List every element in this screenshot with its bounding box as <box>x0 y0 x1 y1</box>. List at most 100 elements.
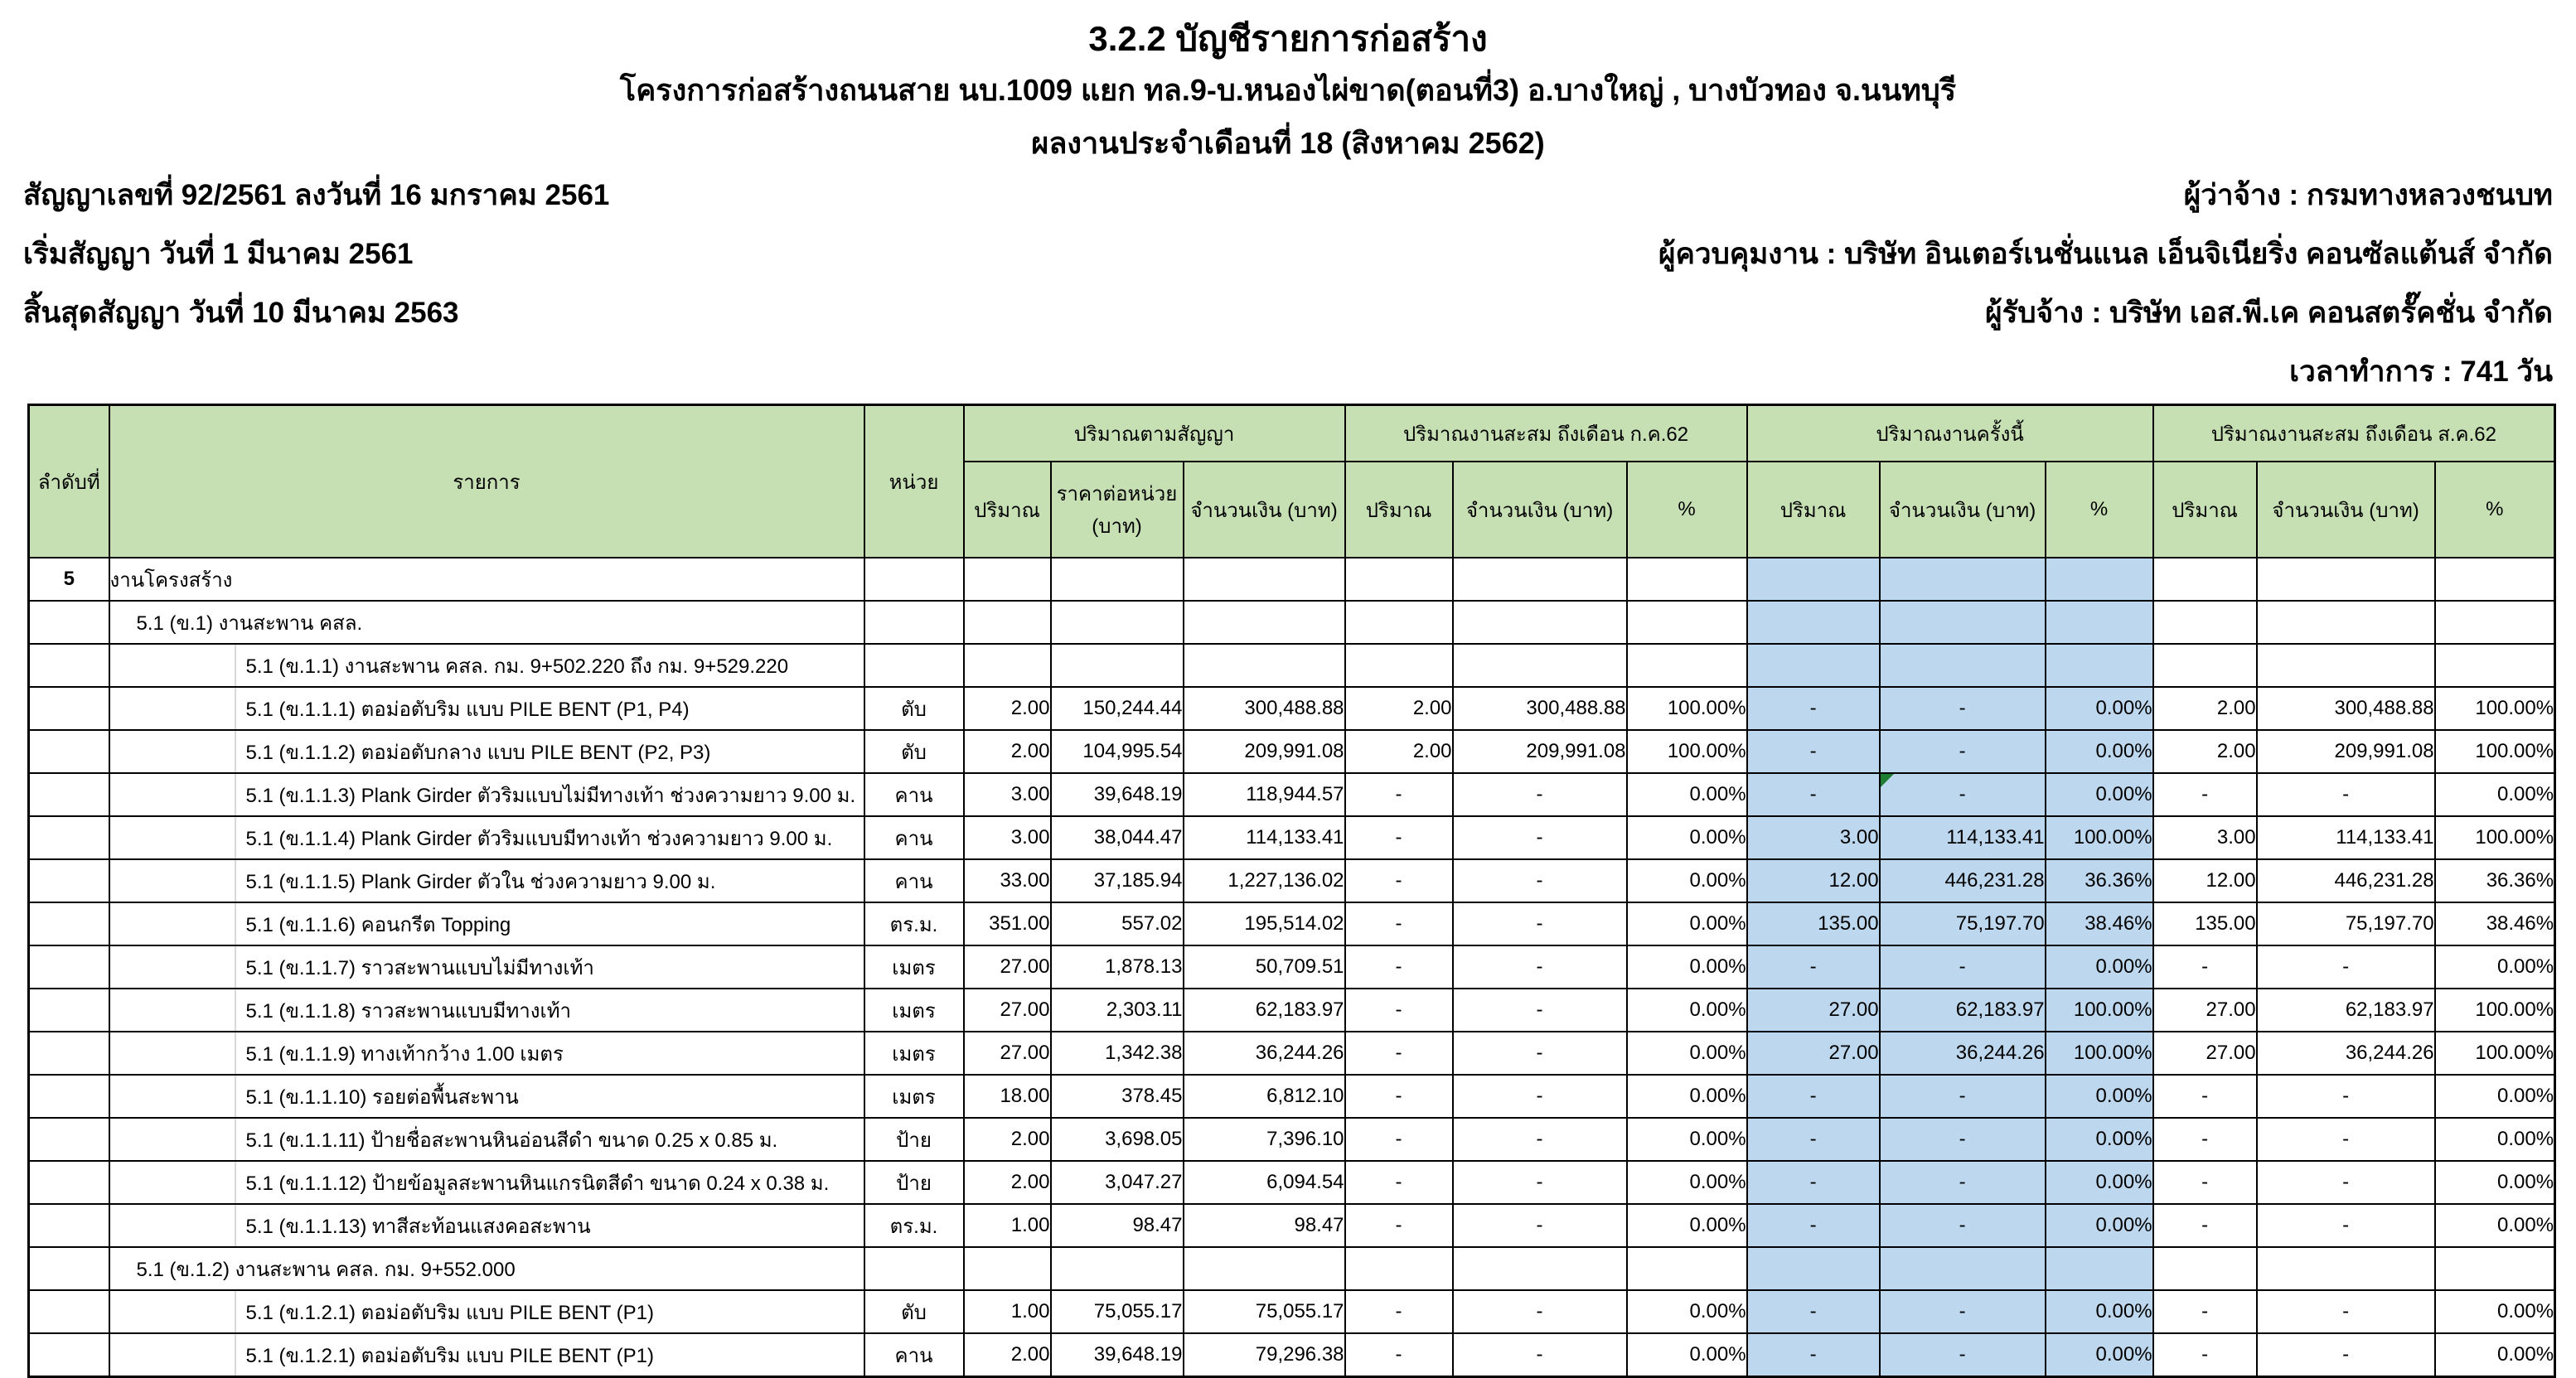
cell-jul-amount: - <box>1451 1117 1628 1162</box>
cell-contract-price: 75,055.17 <box>1049 1289 1184 1334</box>
cell-item: 5.1 (ข.1.1.7) ราวสะพานแบบไม่มีทางเท้า <box>108 945 865 989</box>
cell-aug-qty: 27.00 <box>2152 988 2258 1032</box>
cell-no <box>27 945 110 989</box>
cell-contract-amount <box>1182 1246 1346 1291</box>
cell-this-percent: 0.00% <box>2044 945 2154 989</box>
cell-contract-amount: 6,094.54 <box>1182 1160 1346 1205</box>
cell-this-percent: 36.36% <box>2044 858 2154 903</box>
cell-jul-percent: 0.00% <box>1625 1289 1748 1334</box>
cell-aug-percent: 0.00% <box>2433 1203 2556 1248</box>
cell-jul-qty <box>1344 600 1454 645</box>
cell-contract-qty: 1.00 <box>962 1203 1052 1248</box>
cell-unit <box>863 600 965 645</box>
cell-jul-percent: 0.00% <box>1625 945 1748 989</box>
cell-this-percent: 0.00% <box>2044 1117 2154 1162</box>
table-row: 5.1 (ข.1.1.13) ทาสีสะท้อนแสงคอสะพาน ตร.ม.… <box>27 1203 2556 1248</box>
cell-unit: เมตร <box>863 945 965 989</box>
cell-jul-percent: 0.00% <box>1625 772 1748 817</box>
employer: ผู้ว่าจ้าง : กรมทางหลวงชนบท <box>2183 179 2553 211</box>
cell-item: 5.1 (ข.1.1.8) ราวสะพานแบบมีทางเท้า <box>108 988 865 1032</box>
cell-jul-qty: - <box>1344 945 1454 989</box>
cell-this-qty <box>1746 557 1881 602</box>
cell-aug-qty: - <box>2152 945 2258 989</box>
cell-contract-price <box>1049 557 1184 602</box>
cell-no <box>27 1160 110 1205</box>
cell-jul-qty: - <box>1344 1160 1454 1205</box>
cell-aug-percent: 100.00% <box>2433 1031 2556 1076</box>
cell-jul-amount: - <box>1451 1074 1628 1119</box>
cell-jul-amount: - <box>1451 945 1628 989</box>
cell-jul-percent: 100.00% <box>1625 729 1748 774</box>
contract-info: สัญญาเลขที่ 92/2561 ลงวันที่ 16 มกราคม 2… <box>23 166 2553 401</box>
cell-contract-amount: 1,227,136.02 <box>1182 858 1346 903</box>
cell-contract-qty: 33.00 <box>962 858 1052 903</box>
cell-this-percent: 100.00% <box>2044 1031 2154 1076</box>
cell-contract-amount: 98.47 <box>1182 1203 1346 1248</box>
cell-aug-percent: 0.00% <box>2433 1332 2556 1378</box>
table-row: 5 งานโครงสร้าง <box>27 557 2556 602</box>
cell-aug-qty: 12.00 <box>2152 858 2258 903</box>
cell-unit: ป้าย <box>863 1117 965 1162</box>
cell-unit: คาน <box>863 858 965 903</box>
cell-contract-price <box>1049 600 1184 645</box>
cell-aug-amount <box>2255 600 2436 645</box>
cell-this-amount <box>1878 1246 2046 1291</box>
cell-jul-amount: - <box>1451 902 1628 946</box>
cell-item: งานโครงสร้าง <box>108 557 865 602</box>
contract-start-date: เริ่มสัญญา วันที่ 1 มีนาคม 2561 <box>23 238 414 270</box>
cell-contract-amount: 62,183.97 <box>1182 988 1346 1032</box>
cell-item: 5.1 (ข.1.2.1) ตอม่อตับริม แบบ PILE BENT … <box>108 1289 865 1334</box>
table-row: 5.1 (ข.1.1.7) ราวสะพานแบบไม่มีทางเท้า เมต… <box>27 945 2556 989</box>
cell-jul-amount: - <box>1451 858 1628 903</box>
cell-aug-amount: - <box>2255 1160 2436 1205</box>
table-row: 5.1 (ข.1.1.4) Plank Girder ตัวริมแบบมีทา… <box>27 815 2556 860</box>
cell-jul-qty: - <box>1344 902 1454 946</box>
cell-aug-amount <box>2255 1246 2436 1291</box>
cell-no <box>27 1203 110 1248</box>
cell-jul-qty <box>1344 1246 1454 1291</box>
cell-item: 5.1 (ข.1.1.13) ทาสีสะท้อนแสงคอสะพาน <box>108 1203 865 1248</box>
cell-contract-amount <box>1182 600 1346 645</box>
cell-aug-percent <box>2433 643 2556 688</box>
cell-no <box>27 815 110 860</box>
table-row: 5.1 (ข.1.1.2) ตอม่อตับกลาง แบบ PILE BENT… <box>27 729 2556 774</box>
cell-jul-amount: - <box>1451 1332 1628 1378</box>
cell-this-amount: - <box>1878 1203 2046 1248</box>
cell-this-percent <box>2044 557 2154 602</box>
cell-this-percent: 0.00% <box>2044 686 2154 731</box>
cell-contract-amount: 79,296.38 <box>1182 1332 1346 1378</box>
cell-unit: ตับ <box>863 686 965 731</box>
cell-jul-qty: 2.00 <box>1344 729 1454 774</box>
cell-jul-percent: 0.00% <box>1625 858 1748 903</box>
cell-aug-amount: 114,133.41 <box>2255 815 2436 860</box>
table-row: 5.1 (ข.1.1.12) ป้ายข้อมูลสะพานหินแกรนิตส… <box>27 1160 2556 1205</box>
cell-this-qty <box>1746 600 1881 645</box>
cell-this-percent: 0.00% <box>2044 1203 2154 1248</box>
cell-this-amount: - <box>1878 1160 2046 1205</box>
cell-item: 5.1 (ข.1.2) งานสะพาน คสล. กม. 9+552.000 <box>108 1246 865 1291</box>
cell-contract-price: 1,342.38 <box>1049 1031 1184 1076</box>
cell-jul-amount: 209,991.08 <box>1451 729 1628 774</box>
cell-this-qty: 27.00 <box>1746 1031 1881 1076</box>
cell-unit: ตับ <box>863 1289 965 1334</box>
cell-jul-amount: - <box>1451 815 1628 860</box>
cell-contract-price: 378.45 <box>1049 1074 1184 1119</box>
cell-jul-percent: 0.00% <box>1625 1031 1748 1076</box>
cell-no <box>27 858 110 903</box>
cell-contract-amount: 7,396.10 <box>1182 1117 1346 1162</box>
cell-contract-qty: 27.00 <box>962 988 1052 1032</box>
cell-this-qty: - <box>1746 772 1881 817</box>
cell-contract-amount: 6,812.10 <box>1182 1074 1346 1119</box>
table-row: 5.1 (ข.1.2) งานสะพาน คสล. กม. 9+552.000 <box>27 1246 2556 1291</box>
cell-item: 5.1 (ข.1.1.10) รอยต่อพื้นสะพาน <box>108 1074 865 1119</box>
cell-unit: คาน <box>863 1332 965 1378</box>
page-title: 3.2.2 บัญชีรายการก่อสร้าง <box>1088 19 1488 58</box>
cell-aug-percent: 0.00% <box>2433 772 2556 817</box>
table-row: 5.1 (ข.1.1) งานสะพาน คสล. กม. 9+502.220 … <box>27 643 2556 688</box>
cell-this-qty <box>1746 643 1881 688</box>
subcol-jul-percent: % <box>1625 461 1748 558</box>
cell-jul-percent <box>1625 557 1748 602</box>
cell-jul-qty: - <box>1344 1031 1454 1076</box>
cell-aug-amount: 36,244.26 <box>2255 1031 2436 1076</box>
cell-aug-amount: - <box>2255 1203 2436 1248</box>
